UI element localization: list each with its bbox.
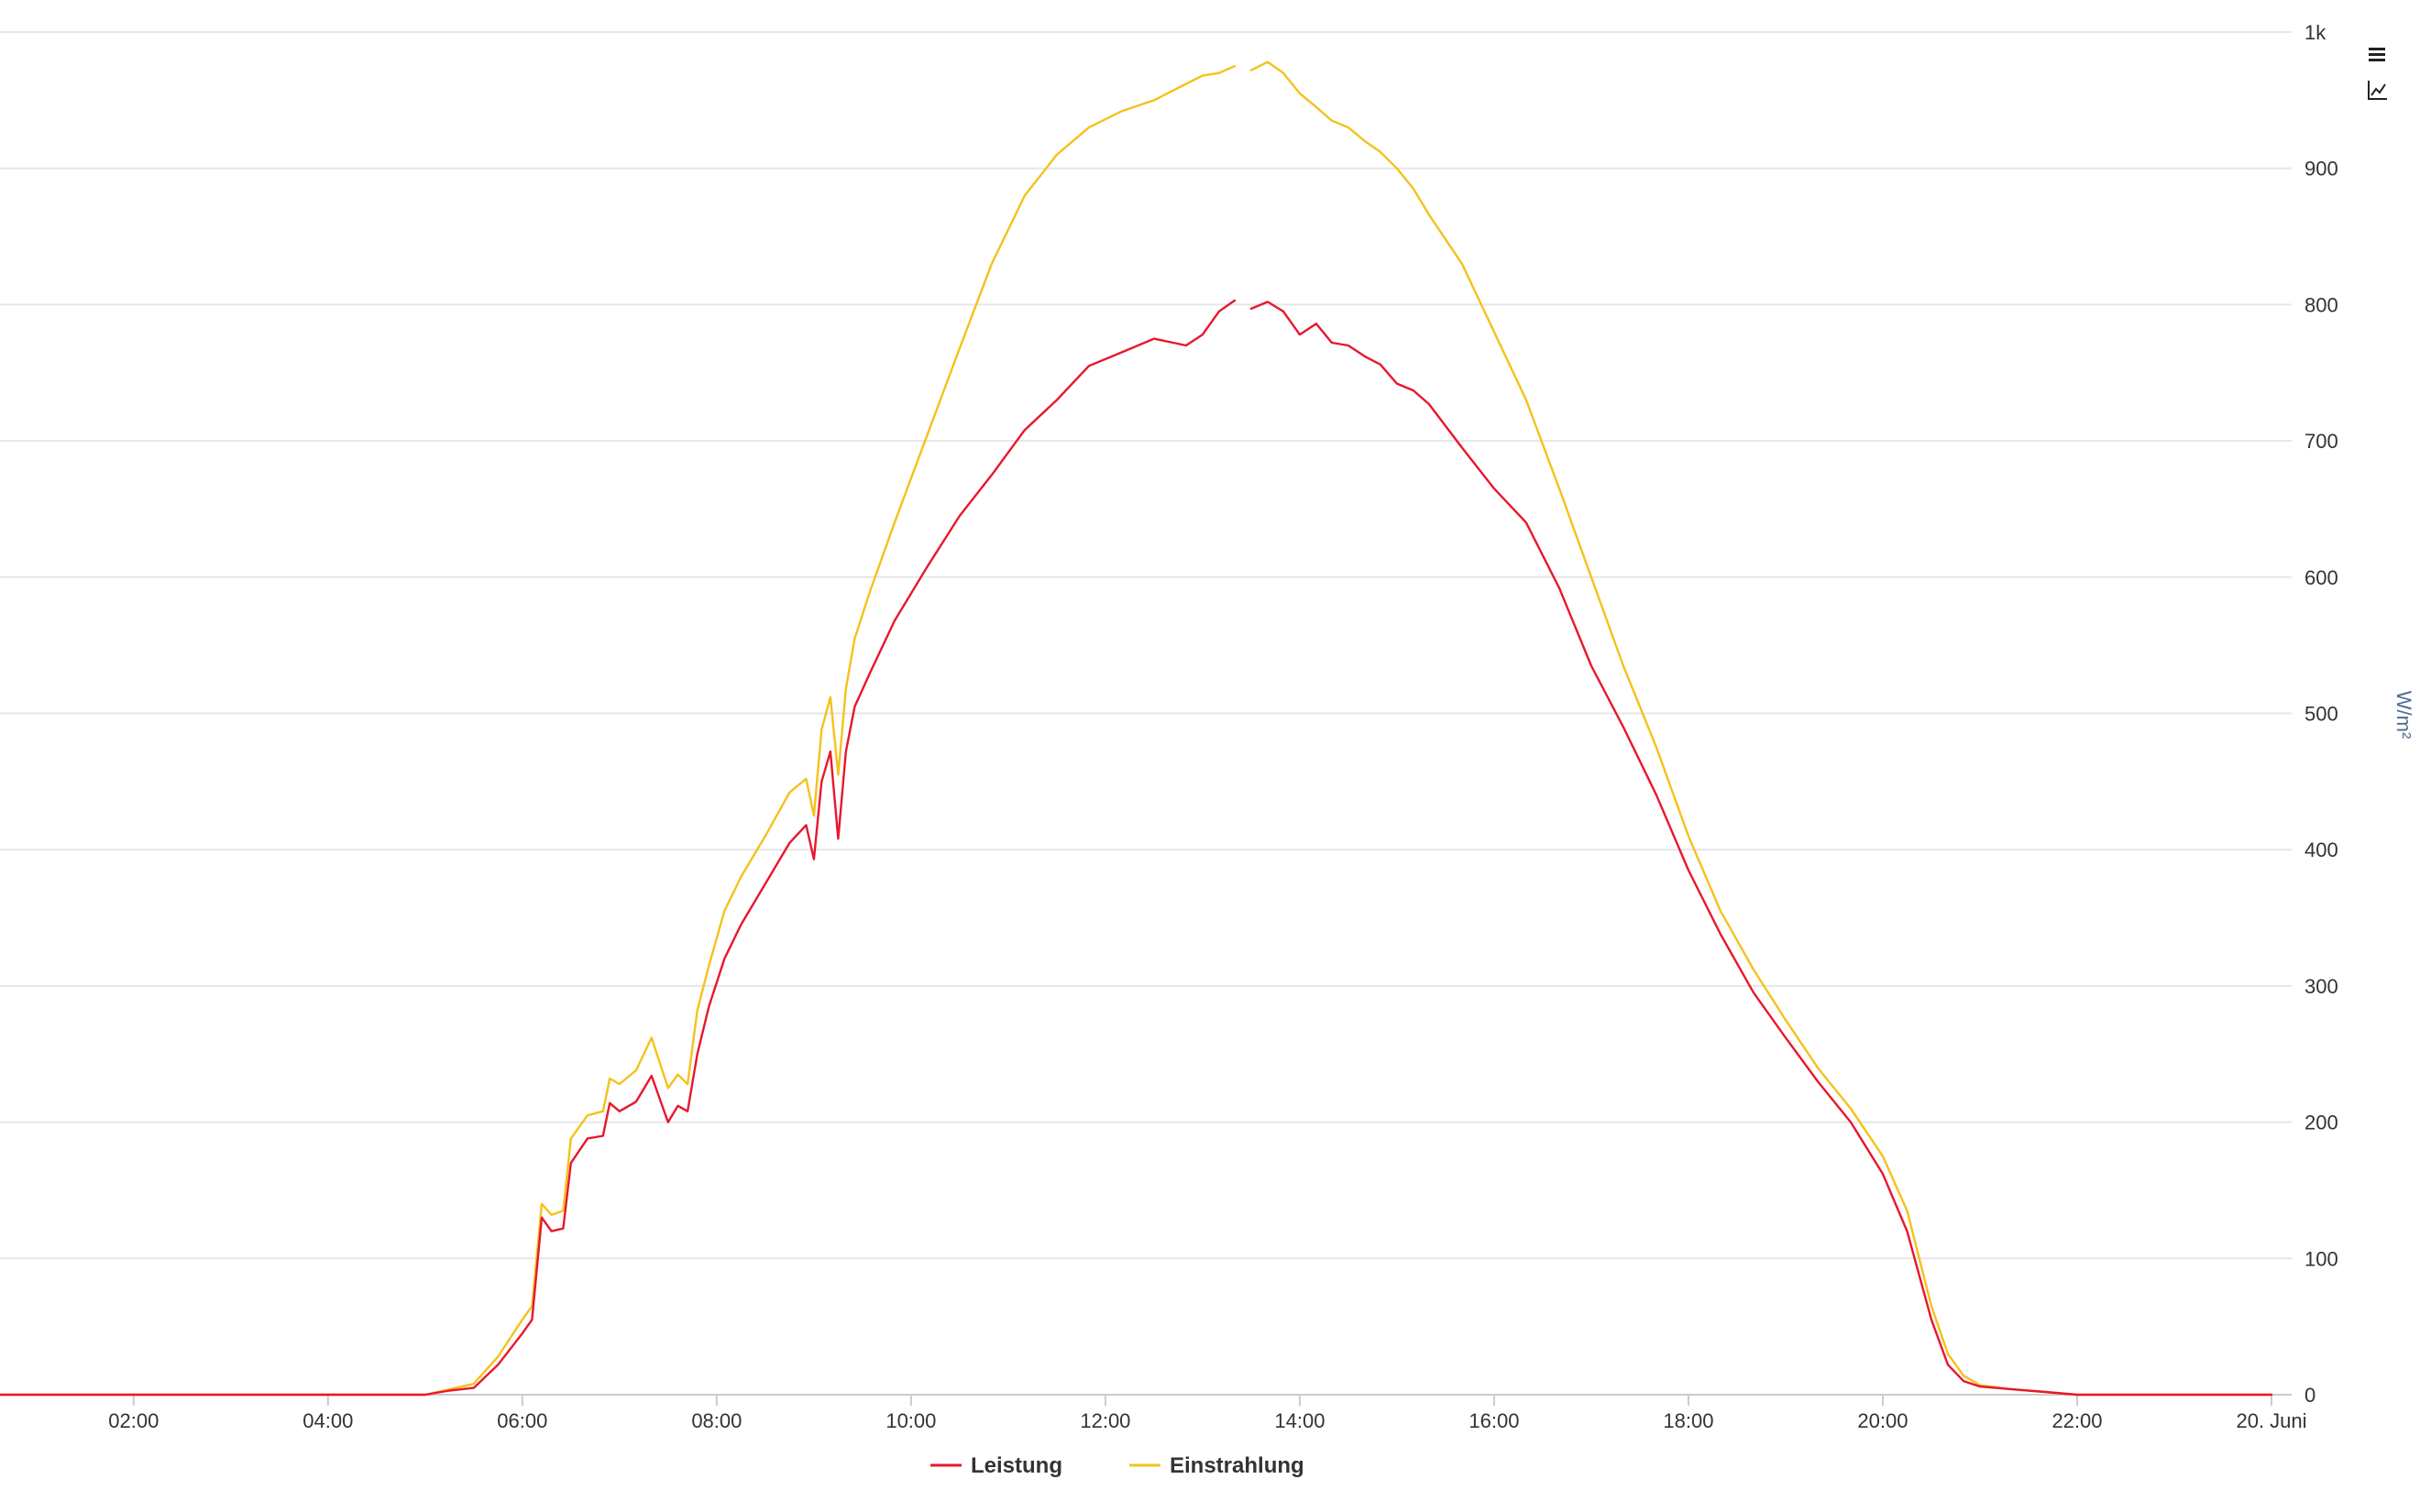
y-tick-label: 300 xyxy=(2304,975,2338,998)
x-tick-label: 04:00 xyxy=(302,1409,353,1432)
y-tick-label: 500 xyxy=(2304,703,2338,726)
y-tick-label: 0 xyxy=(2304,1384,2316,1407)
y-axis-tick-labels: 0 100 200 300 400 500 600 700 800 900 1k xyxy=(2304,21,2338,1407)
y-axis-title: W/m² xyxy=(2392,691,2415,740)
x-tick-label: 08:00 xyxy=(691,1409,742,1432)
series-layer xyxy=(0,60,2273,1397)
x-tick-label: 16:00 xyxy=(1468,1409,1519,1432)
y-tick-label: 100 xyxy=(2304,1247,2338,1270)
legend-item-einstrahlung[interactable]: Einstrahlung xyxy=(1129,1453,1304,1478)
x-tick-label: 20. Juni xyxy=(2236,1409,2306,1432)
x-tick-label: 10:00 xyxy=(886,1409,936,1432)
legend-item-leistung[interactable]: Leistung xyxy=(930,1453,1062,1478)
y-tick-label: 600 xyxy=(2304,566,2338,589)
y-tick-label: 400 xyxy=(2304,838,2338,861)
x-tick-label: 18:00 xyxy=(1663,1409,1713,1432)
x-tick-label: 14:00 xyxy=(1274,1409,1325,1432)
x-tick-label: 06:00 xyxy=(497,1409,547,1432)
x-tick-label: 20:00 xyxy=(1857,1409,1908,1432)
y-tick-label: 700 xyxy=(2304,430,2338,453)
y-tick-label: 900 xyxy=(2304,158,2338,181)
y-tick-label: 200 xyxy=(2304,1112,2338,1134)
line-chart-icon xyxy=(2368,81,2387,100)
legend: Leistung Einstrahlung xyxy=(930,1453,1304,1478)
series-line-einstrahlung[interactable] xyxy=(0,60,2273,1397)
x-tick-label: 22:00 xyxy=(2052,1409,2102,1432)
hamburger-menu-icon xyxy=(2369,48,2385,61)
y-tick-label: 1k xyxy=(2304,21,2326,44)
legend-label: Leistung xyxy=(971,1453,1062,1478)
menu-button[interactable] xyxy=(2365,44,2391,70)
legend-label: Einstrahlung xyxy=(1170,1453,1304,1478)
x-axis-ticks: 02:00 04:00 06:00 08:00 10:00 12:00 14:00 16:00… xyxy=(108,1395,2307,1432)
series-line-leistung[interactable] xyxy=(0,299,2273,1397)
y-tick-label: 800 xyxy=(2304,293,2338,316)
x-tick-label: 02:00 xyxy=(108,1409,159,1432)
chart-type-button[interactable] xyxy=(2365,79,2391,104)
gridlines xyxy=(0,31,2292,1260)
x-tick-label: 12:00 xyxy=(1080,1409,1130,1432)
